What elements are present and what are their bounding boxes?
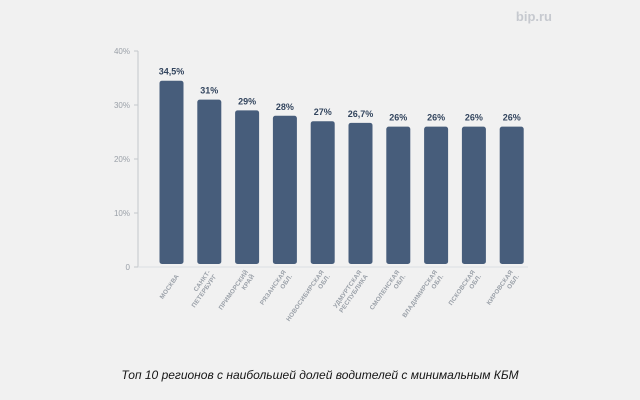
data-label: 29% bbox=[238, 96, 256, 106]
y-tick-label: 40% bbox=[114, 47, 130, 56]
chart-caption: Топ 10 регионов с наибольшей долей водит… bbox=[121, 368, 519, 382]
bar bbox=[310, 121, 335, 264]
category-label: МОСКВА bbox=[159, 273, 181, 301]
y-tick-label: 30% bbox=[114, 101, 130, 110]
bar bbox=[461, 126, 486, 264]
data-label: 27% bbox=[314, 107, 332, 117]
data-label: 28% bbox=[276, 102, 294, 112]
data-label: 26,7% bbox=[348, 109, 374, 119]
bar bbox=[197, 99, 222, 264]
data-label: 26% bbox=[465, 113, 483, 123]
bar bbox=[348, 122, 373, 264]
bar bbox=[499, 126, 524, 264]
bar bbox=[386, 126, 411, 264]
category-label: САНКТ-ПЕТЕРБУРГ bbox=[191, 269, 219, 309]
data-label: 34,5% bbox=[159, 67, 185, 77]
bar bbox=[272, 115, 297, 264]
data-label: 26% bbox=[503, 113, 521, 123]
bar bbox=[235, 110, 260, 265]
y-tick-label: 10% bbox=[114, 209, 130, 218]
data-label: 26% bbox=[427, 113, 445, 123]
y-tick-label: 0 bbox=[126, 263, 131, 272]
y-tick-label: 20% bbox=[114, 155, 130, 164]
category-label-line: ВЛАДИМИРСКАЯ bbox=[401, 269, 439, 319]
bar bbox=[424, 126, 449, 264]
data-label: 31% bbox=[200, 86, 218, 96]
bar bbox=[159, 80, 184, 264]
data-label: 26% bbox=[389, 113, 407, 123]
brand-logo-text: bip.ru bbox=[515, 9, 552, 24]
category-label-line: МОСКВА bbox=[159, 273, 181, 301]
